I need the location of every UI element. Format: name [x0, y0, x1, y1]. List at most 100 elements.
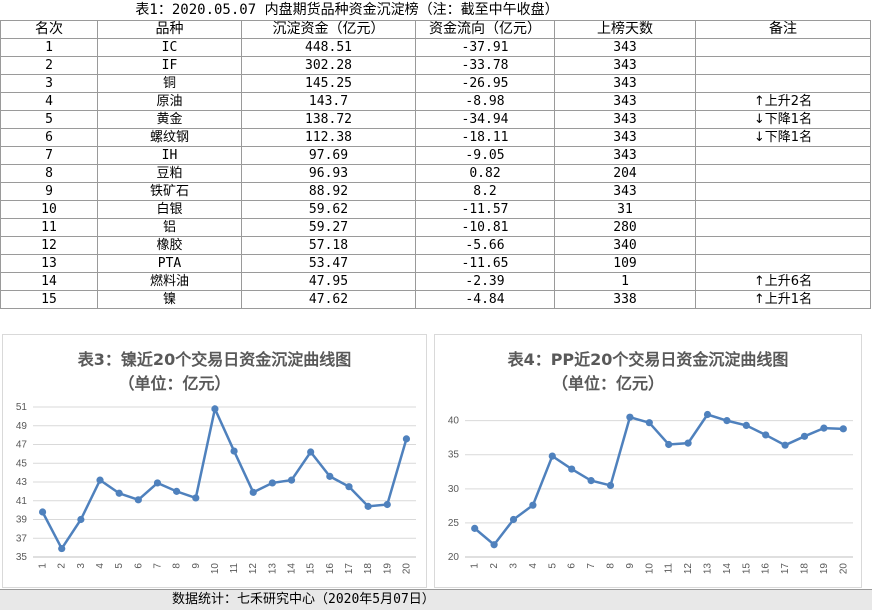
footer-bar: 数据统计：七禾研究中心（2020年5月07日）	[0, 589, 872, 610]
chart-subtitle: （单位：亿元）	[552, 374, 664, 393]
cell-funds: 53.47	[241, 254, 416, 273]
data-point	[249, 488, 257, 496]
cell-note	[695, 218, 871, 237]
x-tick-label: 4	[528, 563, 539, 569]
series-line	[473, 413, 844, 547]
y-tick-label: 25	[448, 518, 460, 529]
cell-days: 338	[554, 290, 696, 309]
cell-flow: -33.78	[415, 56, 555, 75]
x-tick-label: 8	[172, 563, 183, 569]
y-tick-label: 35	[448, 450, 460, 461]
data-point	[96, 476, 104, 484]
cell-note	[695, 74, 871, 93]
table-row: 5 黄金 138.72 -34.94 343 ↓下降1名	[0, 110, 871, 129]
y-tick-label: 20	[448, 552, 460, 563]
cell-flow: -9.05	[415, 146, 555, 165]
data-point	[134, 496, 142, 504]
cell-rank: 13	[0, 254, 98, 273]
x-tick-label: 10	[210, 563, 221, 575]
cell-name: IF	[97, 56, 242, 75]
cell-name: 豆粕	[97, 164, 242, 183]
cell-rank: 11	[0, 218, 98, 237]
cell-days: 343	[554, 128, 696, 147]
y-tick-label: 49	[16, 421, 28, 432]
x-tick-label: 10	[644, 563, 655, 575]
data-point	[723, 417, 731, 425]
x-tick-label: 18	[363, 563, 374, 575]
data-point	[606, 481, 615, 490]
data-point	[645, 419, 653, 427]
cell-rank: 15	[0, 290, 98, 309]
x-tick-label: 6	[133, 563, 144, 569]
cell-name: 燃料油	[97, 272, 242, 291]
data-point	[490, 541, 498, 549]
x-tick-label: 19	[819, 563, 830, 575]
cell-name: IC	[97, 38, 242, 57]
cell-name: PTA	[97, 254, 242, 273]
cell-flow: -26.95	[415, 74, 555, 93]
cell-days: 343	[554, 38, 696, 57]
cell-funds: 448.51	[241, 38, 416, 57]
y-tick-label: 51	[16, 402, 28, 413]
data-point	[471, 524, 479, 532]
cell-flow: -11.57	[415, 200, 555, 219]
cell-name: 螺纹钢	[97, 128, 242, 147]
data-point	[173, 487, 181, 495]
data-point	[38, 508, 47, 516]
x-tick-label: 18	[800, 563, 811, 575]
data-point	[364, 502, 372, 510]
data-point	[742, 421, 750, 430]
x-tick-label: 1	[38, 563, 49, 569]
chart-title: 表3：镍近20个交易日资金沉淀曲线图	[77, 350, 351, 369]
x-tick-label: 1	[470, 563, 481, 569]
chart-subtitle: （单位：亿元）	[118, 374, 230, 393]
cell-days: 340	[554, 236, 696, 255]
cell-note: ↑上升2名	[695, 92, 871, 111]
header-flow: 资金流向（亿元）	[415, 20, 555, 39]
header-days: 上榜天数	[554, 20, 696, 39]
data-point	[77, 515, 85, 524]
data-point	[58, 544, 66, 553]
table-row: 11 铝 59.27 -10.81 280	[0, 218, 871, 237]
data-point	[383, 500, 391, 509]
table-row: 15 镍 47.62 -4.84 338 ↑上升1名	[0, 290, 871, 309]
cell-name: 白银	[97, 200, 242, 219]
cell-days: 343	[554, 182, 696, 201]
x-tick-label: 12	[683, 563, 694, 575]
cell-note	[695, 38, 871, 57]
cell-note	[695, 56, 871, 75]
x-tick-label: 6	[567, 563, 578, 569]
cell-flow: -10.81	[415, 218, 555, 237]
y-tick-label: 45	[16, 458, 28, 469]
table-row: 9 铁矿石 88.92 8.2 343	[0, 182, 871, 201]
cell-rank: 12	[0, 236, 98, 255]
data-point	[839, 425, 847, 433]
cell-flow: -37.91	[415, 38, 555, 57]
cell-name: 铜	[97, 74, 242, 93]
x-tick-label: 5	[114, 563, 125, 569]
table-row: 1 IC 448.51 -37.91 343	[0, 38, 871, 57]
cell-funds: 138.72	[241, 110, 416, 129]
footer-text: 数据统计：七禾研究中心（2020年5月07日）	[172, 592, 435, 607]
data-point	[307, 448, 315, 456]
cell-note	[695, 200, 871, 219]
cell-rank: 1	[0, 38, 98, 57]
x-tick-label: 4	[95, 563, 106, 569]
cell-funds: 97.69	[241, 146, 416, 165]
y-tick-label: 41	[16, 496, 28, 507]
table-row: 10 白银 59.62 -11.57 31	[0, 200, 871, 219]
x-tick-label: 3	[509, 563, 520, 569]
data-point	[684, 439, 692, 447]
data-point	[800, 432, 809, 440]
y-tick-label: 43	[16, 477, 28, 488]
x-tick-label: 2	[57, 563, 68, 569]
data-point	[548, 452, 556, 460]
cell-note	[695, 236, 871, 255]
cell-flow: -34.94	[415, 110, 555, 129]
cell-note	[695, 182, 871, 201]
cell-rank: 6	[0, 128, 98, 147]
cell-name: 铁矿石	[97, 182, 242, 201]
cell-days: 204	[554, 164, 696, 183]
cell-flow: -4.84	[415, 290, 555, 309]
